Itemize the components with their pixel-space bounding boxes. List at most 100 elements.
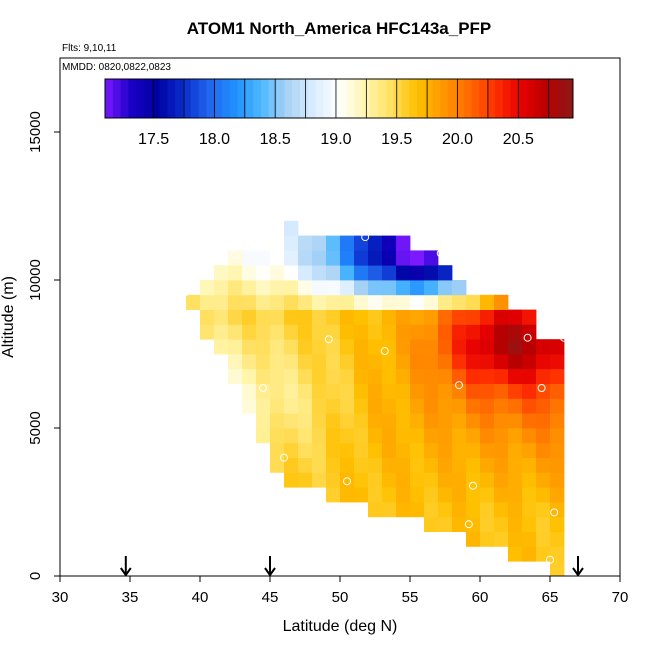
heatmap-cell xyxy=(340,235,355,251)
y-tick-label: 5000 xyxy=(27,411,44,444)
heatmap-cell xyxy=(284,250,299,266)
colorbar-segment xyxy=(331,79,340,118)
colorbar-segment xyxy=(229,79,239,118)
heatmap-cell xyxy=(480,398,495,414)
heatmap-cell xyxy=(312,309,327,325)
heatmap-cell xyxy=(298,250,313,266)
heatmap-cell xyxy=(368,442,383,458)
heatmap-cell xyxy=(410,294,425,310)
heatmap-cell xyxy=(270,354,285,370)
heatmap-cell xyxy=(354,383,369,399)
colorbar-segment xyxy=(370,79,379,118)
heatmap-cell xyxy=(368,368,383,384)
heatmap-cell xyxy=(466,383,481,399)
colorbar-segment xyxy=(284,79,293,118)
heatmap-cell xyxy=(396,265,411,281)
heatmap-cell xyxy=(424,383,439,399)
flight-arrow-head xyxy=(572,567,584,577)
sample-point xyxy=(343,477,351,486)
heatmap-cell xyxy=(340,324,355,340)
heatmap-cell xyxy=(354,457,369,473)
heatmap-cell xyxy=(382,502,397,518)
heatmap-cell xyxy=(550,457,565,473)
heatmap-cell xyxy=(326,428,341,444)
heatmap-cell xyxy=(480,442,495,458)
heatmap-cell xyxy=(452,309,467,325)
heatmap-cell xyxy=(536,428,551,444)
heatmap-cell xyxy=(424,265,439,281)
sample-point xyxy=(231,250,239,259)
heatmap-cell xyxy=(396,235,411,251)
heatmap-cell xyxy=(354,265,369,281)
heatmap-cell xyxy=(354,280,369,296)
heatmap-cell xyxy=(452,472,467,488)
colorbar-segment xyxy=(120,79,129,118)
heatmap-cell xyxy=(242,324,257,340)
heatmap-cell xyxy=(298,428,313,444)
chart-title: ATOM1 North_America HFC143a_PFP xyxy=(187,19,492,38)
heatmap-cell xyxy=(284,354,299,370)
heatmap-cell xyxy=(228,280,243,296)
heatmap-cell xyxy=(270,324,285,340)
heatmap-cell xyxy=(368,428,383,444)
heatmap-cell xyxy=(368,487,383,503)
heatmap-cell xyxy=(298,339,313,355)
x-tick-label: 30 xyxy=(52,589,69,606)
heatmap-cell xyxy=(410,472,425,488)
heatmap-cell xyxy=(256,294,271,310)
heatmap-cell xyxy=(340,442,355,458)
heatmap-cell xyxy=(312,472,327,488)
heatmap-cell xyxy=(396,457,411,473)
heatmap-cell xyxy=(438,324,453,340)
colorbar-segment xyxy=(183,79,192,118)
sample-point xyxy=(182,287,190,296)
heatmap-cell xyxy=(452,457,467,473)
heatmap-cell xyxy=(354,368,369,384)
heatmap-cell xyxy=(256,324,271,340)
heatmap-cell xyxy=(396,502,411,518)
heatmap-cell xyxy=(368,339,383,355)
heatmap-cell xyxy=(396,398,411,414)
heatmap-cell xyxy=(396,250,411,266)
heatmap-cell xyxy=(452,368,467,384)
heatmap-cells xyxy=(186,220,565,577)
heatmap-cell xyxy=(340,354,355,370)
heatmap-cell xyxy=(200,280,215,296)
heatmap-cell xyxy=(466,457,481,473)
heatmap-cell xyxy=(396,368,411,384)
colorbar-segment xyxy=(424,79,434,118)
heatmap-cell xyxy=(312,354,327,370)
heatmap-cell xyxy=(284,324,299,340)
heatmap-cell xyxy=(550,428,565,444)
heatmap-cell xyxy=(354,487,369,503)
colorbar-segment xyxy=(198,79,207,118)
heatmap-cell xyxy=(536,531,551,547)
colorbar-segment xyxy=(510,79,519,118)
heatmap-cell xyxy=(522,428,537,444)
heatmap-cell xyxy=(536,472,551,488)
heatmap-cell xyxy=(270,339,285,355)
heatmap-cell xyxy=(438,383,453,399)
x-tick-label: 60 xyxy=(472,589,489,606)
heatmap-cell xyxy=(340,472,355,488)
heatmap-cell xyxy=(284,235,299,251)
heatmap-cell xyxy=(298,442,313,458)
heatmap-cell xyxy=(438,280,453,296)
heatmap-cell xyxy=(270,294,285,310)
heatmap-cell xyxy=(368,280,383,296)
heatmap-cell xyxy=(228,324,243,340)
heatmap-cell xyxy=(340,368,355,384)
heatmap-cell xyxy=(270,368,285,384)
heatmap-cell xyxy=(452,516,467,532)
heatmap-cell xyxy=(522,398,537,414)
heatmap-cell xyxy=(256,428,271,444)
heatmap-cell xyxy=(242,294,257,310)
heatmap-cell xyxy=(522,502,537,518)
heatmap-cell xyxy=(424,309,439,325)
sample-point xyxy=(560,333,568,342)
heatmap-cell xyxy=(508,442,523,458)
heatmap-cell xyxy=(270,250,285,266)
heatmap-cell xyxy=(508,457,523,473)
heatmap-cell xyxy=(466,442,481,458)
heatmap-cell xyxy=(550,339,565,355)
